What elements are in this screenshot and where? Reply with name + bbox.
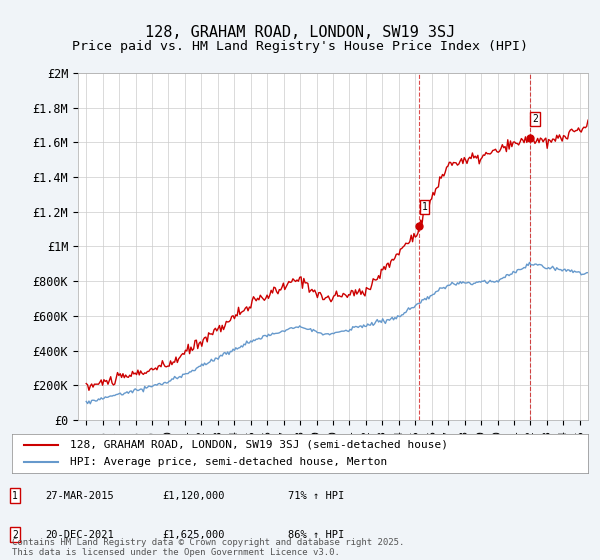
Text: 128, GRAHAM ROAD, LONDON, SW19 3SJ: 128, GRAHAM ROAD, LONDON, SW19 3SJ [145, 25, 455, 40]
Text: 1: 1 [12, 491, 18, 501]
Text: Contains HM Land Registry data © Crown copyright and database right 2025.
This d: Contains HM Land Registry data © Crown c… [12, 538, 404, 557]
Text: 86% ↑ HPI: 86% ↑ HPI [288, 530, 344, 540]
Text: 27-MAR-2015: 27-MAR-2015 [45, 491, 114, 501]
Text: £1,120,000: £1,120,000 [162, 491, 224, 501]
Text: 20-DEC-2021: 20-DEC-2021 [45, 530, 114, 540]
Text: 71% ↑ HPI: 71% ↑ HPI [288, 491, 344, 501]
Text: Price paid vs. HM Land Registry's House Price Index (HPI): Price paid vs. HM Land Registry's House … [72, 40, 528, 53]
Text: 2: 2 [532, 114, 538, 124]
Text: £1,625,000: £1,625,000 [162, 530, 224, 540]
Text: HPI: Average price, semi-detached house, Merton: HPI: Average price, semi-detached house,… [70, 457, 387, 467]
Text: 2: 2 [12, 530, 18, 540]
Text: 1: 1 [422, 202, 427, 212]
Text: 128, GRAHAM ROAD, LONDON, SW19 3SJ (semi-detached house): 128, GRAHAM ROAD, LONDON, SW19 3SJ (semi… [70, 440, 448, 450]
